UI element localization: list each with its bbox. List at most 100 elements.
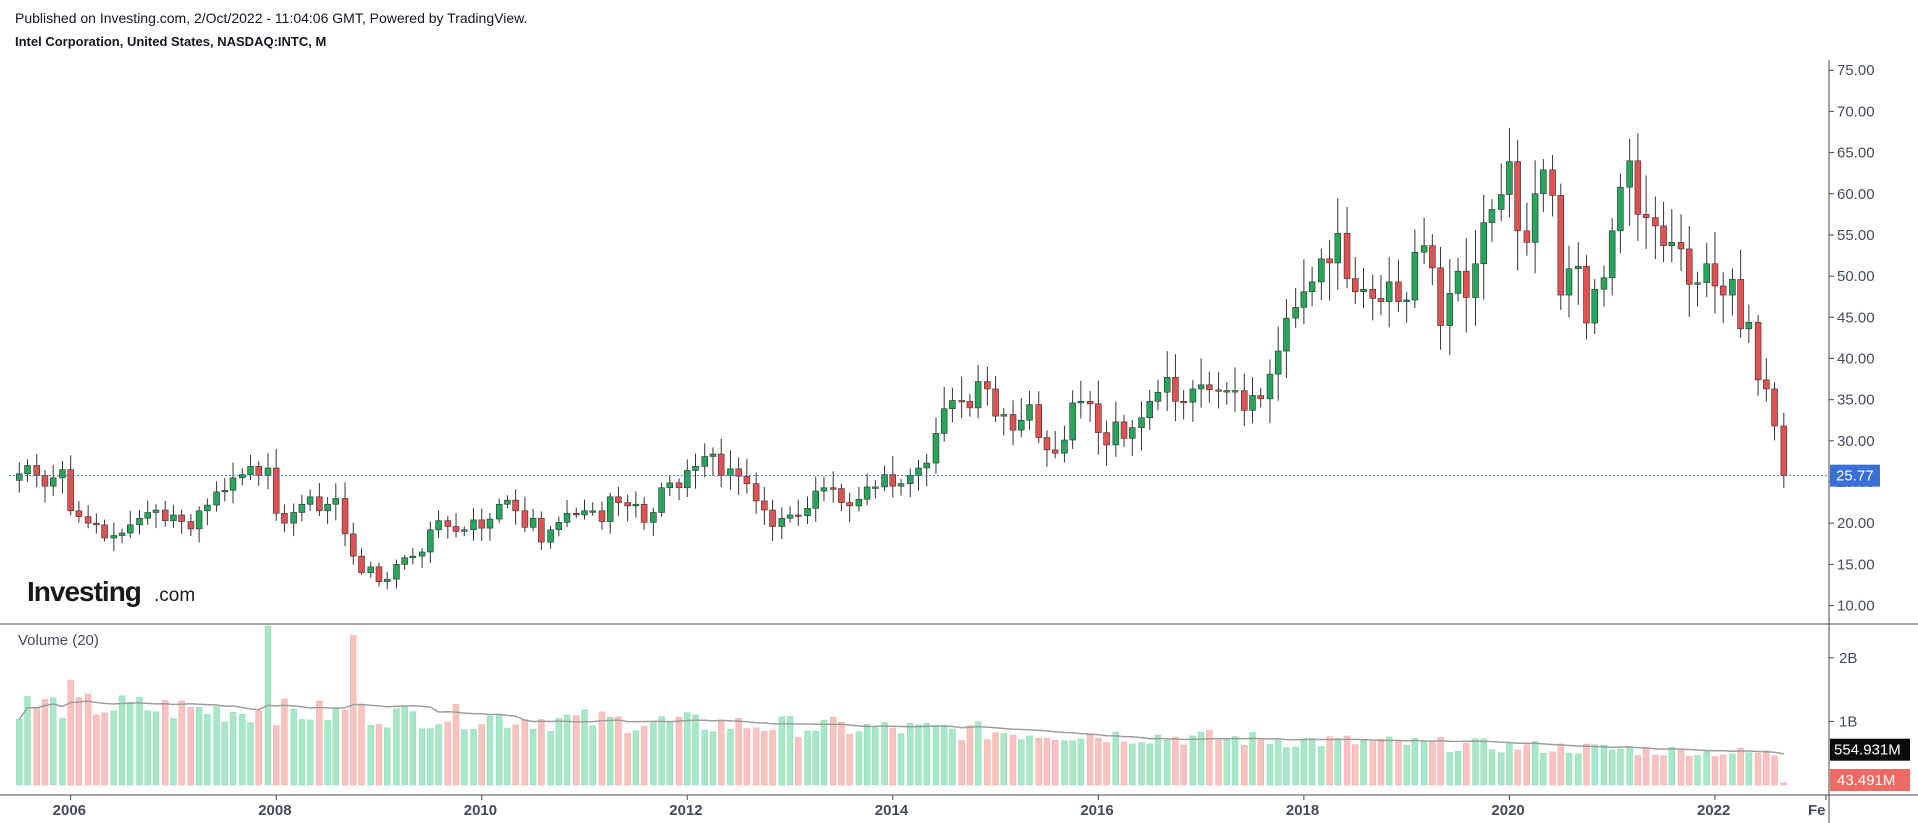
volume-bar (444, 721, 452, 786)
volume-bar (1231, 736, 1239, 786)
volume-bar (1069, 740, 1076, 786)
candle-body (213, 491, 220, 506)
volume-bar (1540, 753, 1547, 786)
volume-bar (1352, 744, 1359, 786)
volume-bar (529, 729, 537, 786)
candle-body (1197, 384, 1205, 390)
candle-body (701, 456, 709, 467)
volume-bar (435, 724, 442, 786)
candle-body (1146, 400, 1153, 419)
candle-body (949, 400, 956, 410)
volume-bar (1360, 739, 1367, 786)
volume-bar (144, 710, 151, 786)
volume-bar (255, 710, 262, 786)
candle-body (144, 512, 151, 519)
volume-bar (1763, 750, 1770, 786)
candle-body (984, 381, 991, 390)
candle-body (1360, 288, 1367, 293)
candle-body (1480, 222, 1487, 265)
volume-bar (624, 733, 631, 786)
candle-body (1686, 248, 1693, 285)
candle-body (495, 503, 503, 520)
volume-bar (727, 729, 734, 786)
volume-bar (1197, 731, 1205, 786)
volume-bar (1051, 740, 1059, 786)
x-tick-label: 2008 (258, 802, 291, 819)
axes: 10.0015.0020.0025.0030.0035.0040.0045.00… (0, 60, 1918, 823)
candle-body (727, 468, 734, 476)
volume-bar (1454, 750, 1462, 786)
candle-body (881, 474, 888, 488)
candle-body (393, 564, 400, 580)
volume-bar (1146, 743, 1153, 786)
volume-bar (907, 723, 914, 786)
volume-bar (1472, 738, 1479, 786)
volume-ma-tag (1830, 738, 1910, 761)
candle-body (1754, 321, 1762, 381)
candle-body (24, 465, 31, 475)
x-tick-label: 2012 (669, 802, 702, 819)
candle-body (41, 475, 49, 487)
volume-bar (1035, 737, 1042, 786)
volume-bar (272, 725, 280, 786)
volume-bar (341, 710, 349, 786)
volume-bar (932, 725, 940, 786)
volume-bar (306, 719, 314, 786)
volume-bar (1660, 755, 1667, 786)
candle-body (229, 477, 237, 491)
volume-bar (1652, 754, 1659, 786)
volume-bar (350, 635, 357, 786)
candle-body (504, 499, 511, 505)
volume-bar (49, 697, 57, 786)
volume-bar (1411, 737, 1419, 786)
volume-ma-line (18, 700, 1784, 755)
x-tick-label: 2010 (464, 802, 497, 819)
candle-body (67, 469, 74, 512)
candle-body (598, 510, 606, 522)
candle-body (709, 453, 717, 457)
candle-body (675, 482, 683, 489)
volume-bar (1112, 731, 1120, 786)
candle-body (1231, 390, 1239, 393)
last-price-tag (1830, 464, 1880, 487)
volume-bar (281, 698, 288, 786)
candle-body (1531, 193, 1539, 243)
x-tick-label: 2018 (1286, 802, 1319, 819)
candle-body (752, 483, 760, 502)
volume-bar (512, 724, 519, 786)
candle-body (1120, 421, 1128, 439)
candle-body (427, 529, 434, 553)
candle-body (1112, 421, 1120, 446)
candle-body (375, 566, 383, 582)
volume-bar (1061, 740, 1068, 786)
volume-bar (838, 721, 845, 786)
candle-body (1154, 391, 1162, 402)
volume-bar (1591, 744, 1598, 786)
candle-body (1180, 400, 1187, 404)
last-volume-label: 43.491M (1837, 772, 1895, 789)
candle-body (161, 509, 169, 522)
candle-body (812, 490, 819, 509)
candle-body (538, 517, 545, 543)
candle-body (383, 578, 391, 582)
candle-body (1780, 425, 1788, 476)
candle-body (350, 533, 357, 557)
candle-body (306, 496, 314, 505)
volume-bar (418, 728, 426, 786)
price-tick-label: 50.00 (1837, 268, 1875, 285)
candle-body (889, 474, 897, 487)
volume-bar (393, 708, 400, 786)
volume-bar (213, 706, 220, 786)
volume-bar (1154, 734, 1162, 786)
volume-bar (1600, 744, 1608, 786)
candle-body (324, 503, 331, 512)
candle-body (1103, 432, 1110, 446)
candle-body (1369, 288, 1376, 299)
volume-bar (692, 714, 699, 786)
volume-bar (1711, 756, 1719, 786)
volume-bar (1668, 746, 1676, 786)
volume-bar (786, 716, 794, 786)
volume-bar (701, 729, 708, 786)
volume-bar (478, 724, 485, 786)
